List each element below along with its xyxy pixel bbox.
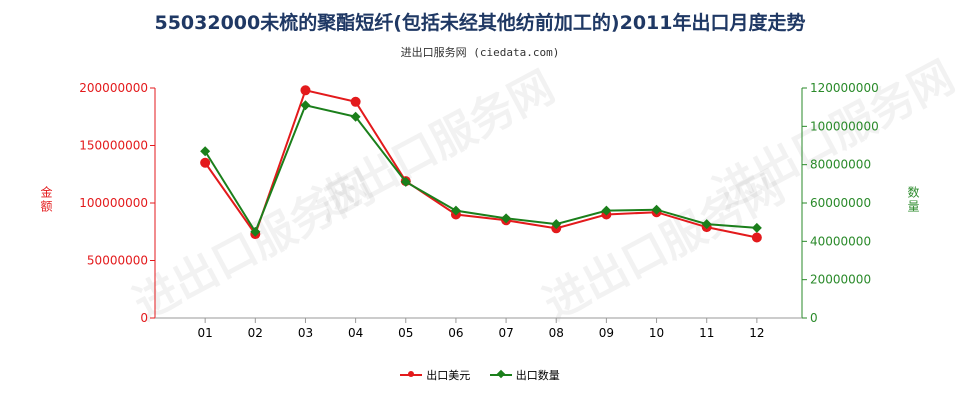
x-tick-label: 01 xyxy=(198,326,213,340)
x-tick-label: 08 xyxy=(549,326,564,340)
y-tick-label-right: 40000000 xyxy=(810,234,871,248)
x-tick-label: 07 xyxy=(498,326,513,340)
x-tick-label: 02 xyxy=(248,326,263,340)
y-axis-right-label: 数量 xyxy=(906,186,920,214)
data-point-quantity xyxy=(250,226,261,237)
x-tick-label: 09 xyxy=(599,326,614,340)
y-tick-label-left: 0 xyxy=(140,311,148,325)
y-tick-label-right: 120000000 xyxy=(810,81,879,95)
y-tick-label-right: 60000000 xyxy=(810,196,871,210)
legend-swatch-green xyxy=(489,374,512,376)
y-tick-label-left: 200000000 xyxy=(79,81,148,95)
legend-label-quantity: 出口数量 xyxy=(515,369,560,382)
data-point-usd xyxy=(751,232,762,243)
legend-swatch-red xyxy=(400,371,423,377)
data-point-quantity xyxy=(601,205,612,216)
y-tick-label-left: 50000000 xyxy=(87,254,148,268)
series-line-quantity xyxy=(204,104,757,234)
legend: 出口美元 出口数量 xyxy=(0,366,960,383)
chart-subtitle: 进出口服务网 (ciedata.com) xyxy=(400,46,560,59)
x-tick-label: 11 xyxy=(699,326,714,340)
data-point-quantity xyxy=(651,204,662,215)
data-point-usd xyxy=(300,85,311,96)
data-point-quantity xyxy=(400,176,411,187)
data-point-quantity xyxy=(701,219,712,230)
y-tick-label-right: 100000000 xyxy=(810,119,879,133)
series-line-usd xyxy=(204,89,758,239)
y-tick-label-right: 20000000 xyxy=(810,273,871,287)
legend-item-usd[interactable]: 出口美元 xyxy=(400,367,470,383)
data-point-quantity xyxy=(200,146,211,157)
x-tick-label: 05 xyxy=(398,326,413,340)
legend-item-quantity[interactable]: 出口数量 xyxy=(489,367,560,383)
data-point-quantity xyxy=(350,111,361,122)
y-axis-left-label: 金额 xyxy=(39,186,53,214)
x-tick-label: 12 xyxy=(749,326,764,340)
y-tick-label-right: 80000000 xyxy=(810,158,871,172)
data-point-usd xyxy=(200,157,211,168)
data-point-quantity xyxy=(551,219,562,230)
legend-label-usd: 出口美元 xyxy=(426,369,471,382)
x-tick-label: 06 xyxy=(448,326,463,340)
data-point-quantity xyxy=(501,213,512,224)
x-tick-label: 03 xyxy=(298,326,313,340)
y-tick-label-left: 100000000 xyxy=(79,196,148,210)
data-point-quantity xyxy=(300,100,311,111)
y-tick-label-left: 150000000 xyxy=(79,139,148,153)
data-point-quantity xyxy=(450,205,461,216)
data-point-usd xyxy=(350,96,361,107)
x-tick-label: 04 xyxy=(348,326,363,340)
x-tick-label: 10 xyxy=(649,326,664,340)
y-tick-label-right: 0 xyxy=(810,311,818,325)
data-point-quantity xyxy=(751,222,762,233)
chart-title: 55032000未梳的聚酯短纤(包括未经其他纺前加工的)2011年出口月度走势 xyxy=(154,12,806,34)
